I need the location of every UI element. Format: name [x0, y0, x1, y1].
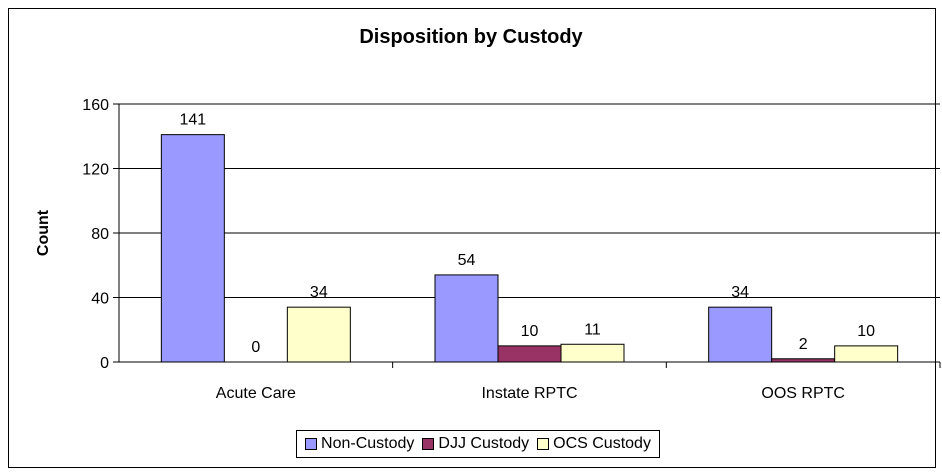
legend: Non-Custody DJJ Custody OCS Custody	[296, 430, 660, 458]
category-label: Instate RPTC	[481, 385, 577, 402]
y-tick-label: 80	[91, 226, 109, 243]
data-label: 54	[458, 252, 476, 269]
y-tick-label: 0	[100, 355, 109, 372]
data-label: 10	[521, 323, 539, 340]
bar	[161, 135, 224, 362]
legend-swatch	[305, 438, 317, 450]
y-tick-label: 160	[82, 97, 109, 114]
data-label: 2	[799, 336, 808, 353]
data-label: 11	[584, 321, 601, 338]
bar	[287, 307, 350, 362]
legend-label: Non-Custody	[321, 435, 414, 453]
legend-swatch	[537, 438, 549, 450]
data-label: 10	[857, 323, 875, 340]
legend-label: OCS Custody	[553, 435, 651, 453]
legend-item: DJJ Custody	[422, 435, 529, 453]
legend-swatch	[422, 438, 434, 450]
data-label: 0	[251, 339, 260, 356]
legend-label: DJJ Custody	[438, 435, 529, 453]
bar	[835, 346, 898, 362]
data-label: 34	[310, 284, 328, 301]
bar	[498, 346, 561, 362]
category-label: OOS RPTC	[761, 385, 845, 402]
y-tick-label: 120	[82, 162, 109, 179]
data-label: 141	[179, 112, 206, 129]
y-tick-label: 40	[91, 291, 109, 308]
bar	[772, 359, 835, 362]
category-label: Acute Care	[216, 385, 296, 402]
bar	[709, 307, 772, 362]
legend-item: OCS Custody	[537, 435, 651, 453]
bar	[561, 344, 624, 362]
y-axis-label: Count	[35, 209, 52, 256]
data-label: 34	[731, 284, 749, 301]
legend-item: Non-Custody	[305, 435, 414, 453]
bar	[435, 275, 498, 362]
